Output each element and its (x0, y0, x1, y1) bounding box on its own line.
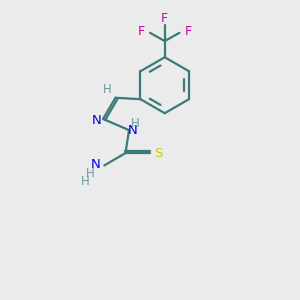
Text: F: F (161, 12, 168, 25)
Text: H: H (131, 117, 140, 130)
Text: N: N (128, 124, 137, 137)
Text: H: H (81, 175, 89, 188)
Text: H: H (103, 83, 112, 96)
Text: F: F (138, 25, 145, 38)
Text: N: N (92, 114, 101, 127)
Text: N: N (91, 158, 100, 171)
Text: S: S (154, 147, 162, 160)
Text: H: H (86, 167, 94, 180)
Text: F: F (185, 25, 192, 38)
